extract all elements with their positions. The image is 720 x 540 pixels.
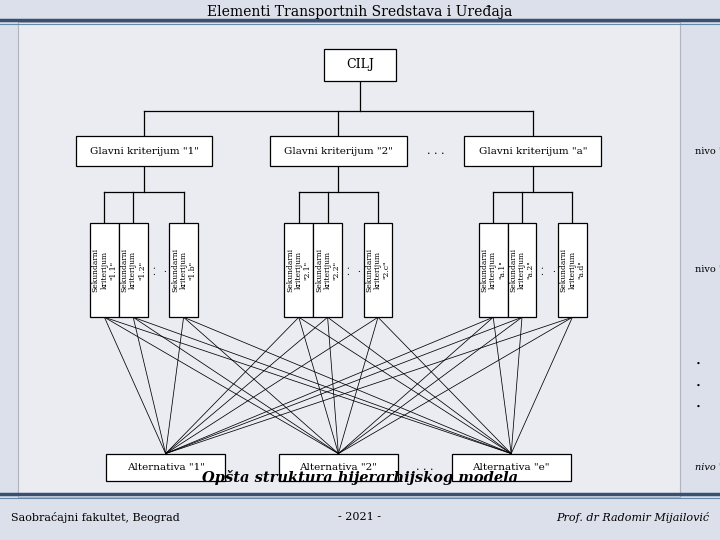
Text: Sekundarni
kriterijum
"1.2": Sekundarni kriterijum "1.2"	[120, 248, 145, 292]
Bar	[464, 136, 601, 166]
Bar	[279, 454, 397, 481]
Bar	[169, 223, 198, 317]
Text: CILJ: CILJ	[346, 58, 374, 71]
Bar	[270, 136, 407, 166]
Bar	[18, 22, 680, 497]
Text: Saobraćajni fakultet, Beograd: Saobraćajni fakultet, Beograd	[11, 512, 179, 523]
Text: Glavni kriterijum "1": Glavni kriterijum "1"	[89, 147, 199, 156]
Text: •: •	[696, 403, 701, 411]
Bar	[364, 223, 392, 317]
Text: Sekundarni
kriterijum
"a.1": Sekundarni kriterijum "a.1"	[480, 248, 505, 292]
Text: •: •	[696, 360, 701, 368]
Text: . .
.: . . .	[343, 265, 362, 275]
Text: Sekundarni
kriterijum
"2.2": Sekundarni kriterijum "2.2"	[315, 248, 340, 292]
Text: Sekundarni
kriterijum
"2.c": Sekundarni kriterijum "2.c"	[365, 248, 391, 292]
Bar	[479, 223, 508, 317]
Bar	[324, 49, 396, 81]
Text: . .
.: . . .	[149, 265, 168, 275]
Bar	[76, 136, 212, 166]
Text: . . .: . . .	[427, 146, 444, 156]
Bar	[90, 223, 119, 317]
Text: . .
.: . . .	[538, 265, 557, 275]
Text: Elementi Transportnih Sredstava i Uređaja: Elementi Transportnih Sredstava i Uređaj…	[207, 5, 513, 19]
Text: . . .: . . .	[416, 462, 433, 472]
Text: Sekundarni
kriterijum
"2.1": Sekundarni kriterijum "2.1"	[287, 248, 312, 292]
Text: •: •	[696, 381, 701, 389]
Text: Opšta struktura hijerarhijskog modela: Opšta struktura hijerarhijskog modela	[202, 470, 518, 485]
Text: Glavni kriterijum "a": Glavni kriterijum "a"	[479, 147, 587, 156]
Text: Alternativa "1": Alternativa "1"	[127, 463, 204, 471]
Text: nivo "1": nivo "1"	[695, 147, 720, 156]
Text: Sekundarni
kriterijum
"1.1": Sekundarni kriterijum "1.1"	[92, 248, 117, 292]
Text: Sekundarni
kriterijum
"a.d": Sekundarni kriterijum "a.d"	[560, 248, 585, 292]
Text: Glavni kriterijum "2": Glavni kriterijum "2"	[284, 147, 393, 156]
Bar	[284, 223, 313, 317]
Text: Sekundarni
kriterijum
"a.2": Sekundarni kriterijum "a.2"	[510, 248, 534, 292]
Text: nivo "n": nivo "n"	[695, 463, 720, 471]
Bar	[452, 454, 571, 481]
Text: Alternativa "e": Alternativa "e"	[472, 463, 550, 471]
Text: - 2021 -: - 2021 -	[338, 512, 382, 522]
Bar	[508, 223, 536, 317]
Text: Alternativa "2": Alternativa "2"	[300, 463, 377, 471]
Bar	[119, 223, 148, 317]
Bar	[313, 223, 342, 317]
Bar	[107, 454, 225, 481]
Bar	[558, 223, 587, 317]
Text: Sekundarni
kriterijum
"1.b": Sekundarni kriterijum "1.b"	[171, 248, 196, 292]
Text: nivo "2": nivo "2"	[695, 266, 720, 274]
Text: Prof. dr Radomir Mijailović: Prof. dr Radomir Mijailović	[556, 512, 709, 523]
